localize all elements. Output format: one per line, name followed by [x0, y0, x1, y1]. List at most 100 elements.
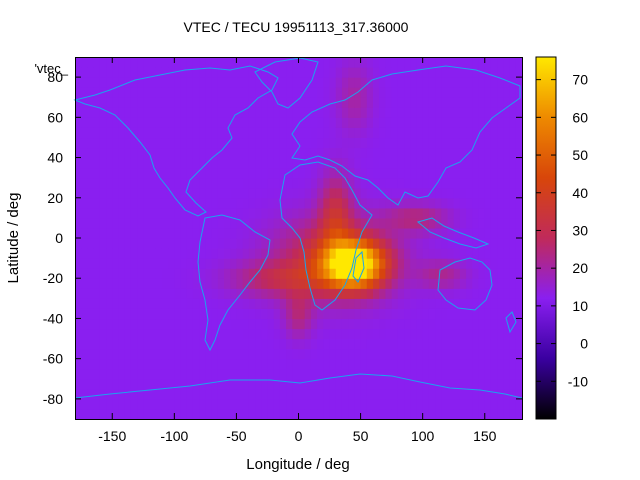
heatmap-cell [453, 77, 461, 88]
heatmap-cell [242, 338, 250, 350]
heatmap-cell [509, 127, 517, 139]
heatmap-cell [124, 288, 132, 299]
heatmap-cell [143, 177, 151, 189]
heatmap-cell [261, 87, 269, 98]
heatmap-cell [205, 107, 213, 118]
heatmap-cell [124, 107, 132, 118]
heatmap-cell [304, 238, 312, 249]
heatmap-cell [248, 197, 256, 209]
heatmap-cell [416, 197, 424, 209]
coastline-greenland [254, 57, 319, 109]
heatmap-cell [503, 77, 511, 88]
heatmap-cell [317, 87, 324, 98]
heatmap-cell [118, 57, 126, 68]
heatmap-cell [168, 298, 175, 309]
heatmap-cell [472, 217, 480, 229]
heatmap-cell [255, 197, 262, 209]
heatmap-cell [149, 288, 157, 299]
heatmap-cell [466, 77, 473, 88]
heatmap-cell [329, 77, 337, 88]
heatmap-cell [255, 137, 262, 149]
heatmap-cell [329, 278, 337, 289]
heatmap-cell [379, 288, 387, 299]
heatmap-cell [143, 97, 151, 108]
heatmap-cell [279, 77, 287, 88]
heatmap-cell [397, 238, 405, 249]
heatmap-cell [199, 248, 206, 259]
heatmap-cell [149, 77, 157, 88]
heatmap-cell [323, 258, 331, 269]
heatmap-cell [317, 308, 324, 320]
heatmap-cell [410, 258, 418, 269]
heatmap-cell [335, 147, 343, 159]
heatmap-cell [341, 388, 349, 400]
heatmap-cell [217, 217, 225, 229]
heatmap-cell [435, 87, 442, 98]
heatmap-cell [484, 278, 492, 289]
heatmap-cell [298, 398, 306, 410]
heatmap-cell [236, 398, 244, 410]
heatmap-cell [472, 318, 480, 330]
heatmap-cell [106, 97, 113, 108]
heatmap-cell [447, 77, 455, 88]
heatmap-cell [286, 87, 293, 98]
heatmap-cell [379, 167, 387, 179]
heatmap-cell [248, 378, 256, 390]
heatmap-cell [410, 217, 418, 229]
heatmap-cell [453, 278, 461, 289]
heatmap-cell [348, 157, 355, 169]
heatmap-cell [459, 107, 467, 118]
heatmap-cell [391, 318, 399, 330]
heatmap-cell [174, 398, 182, 410]
heatmap-cell [441, 117, 449, 128]
heatmap-cell [205, 147, 213, 159]
heatmap-cell [441, 87, 449, 98]
heatmap-cell [236, 378, 244, 390]
heatmap-cell [304, 217, 312, 229]
heatmap-cell [335, 258, 343, 269]
heatmap-cell [217, 378, 225, 390]
heatmap-cell [335, 338, 343, 350]
heatmap-cell [279, 288, 287, 299]
heatmap-cell [453, 97, 461, 108]
heatmap-cell [515, 328, 523, 340]
heatmap-cell [472, 157, 480, 169]
heatmap-cell [118, 278, 126, 289]
heatmap-cell [317, 238, 324, 249]
heatmap-cell [341, 227, 349, 239]
heatmap-cell [279, 147, 287, 159]
heatmap-cell [490, 137, 498, 149]
heatmap-cell [397, 348, 405, 360]
heatmap-cell [490, 348, 498, 360]
heatmap-cell [435, 358, 442, 370]
heatmap-cell [298, 127, 306, 139]
heatmap-cell [261, 368, 269, 380]
heatmap-cell [174, 388, 182, 400]
heatmap-cell [472, 368, 480, 380]
heatmap-cell [478, 278, 486, 289]
heatmap-cell [422, 388, 430, 400]
heatmap-cell [385, 177, 393, 189]
heatmap-cell [466, 238, 473, 249]
heatmap-cell [112, 57, 120, 68]
heatmap-cell [155, 238, 163, 249]
heatmap-cell [205, 167, 213, 179]
heatmap-cell [453, 147, 461, 159]
heatmap-cell [441, 217, 449, 229]
heatmap-cell [81, 248, 89, 259]
heatmap-cell [118, 268, 126, 279]
heatmap-cell [137, 217, 144, 229]
heatmap-cell [224, 227, 231, 239]
heatmap-cell [310, 238, 318, 249]
heatmap-cell [354, 117, 362, 128]
heatmap-cell [174, 197, 182, 209]
heatmap-cell [174, 338, 182, 350]
heatmap-cell [261, 288, 269, 299]
heatmap-cell [137, 398, 144, 410]
heatmap-cell [404, 258, 411, 269]
heatmap-cell [366, 67, 374, 78]
heatmap-cell [161, 328, 169, 340]
heatmap-cell [515, 358, 523, 370]
heatmap-cell [435, 288, 442, 299]
heatmap-cell [273, 177, 281, 189]
